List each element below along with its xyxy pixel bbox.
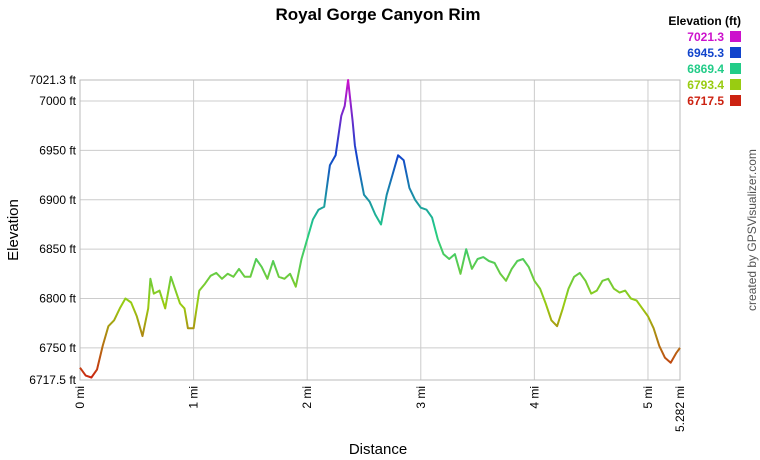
x-tick-label: 1 mi xyxy=(187,386,201,409)
y-tick-label: 6717.5 ft xyxy=(29,373,76,387)
y-tick-label: 7021.3 ft xyxy=(29,73,76,87)
legend-swatch xyxy=(730,79,741,90)
legend-title: Elevation (ft) xyxy=(668,14,741,28)
legend-value: 6945.3 xyxy=(687,46,724,60)
x-tick-label: 3 mi xyxy=(414,386,428,409)
legend-swatch xyxy=(730,31,741,42)
grid xyxy=(79,79,681,381)
x-tick-label: 5.282 mi xyxy=(673,386,687,432)
y-tick-label: 6900 ft xyxy=(39,193,76,207)
legend-entries: 7021.3 6945.3 6869.4 6793.4 6717.5 xyxy=(687,30,741,108)
legend-swatch xyxy=(730,47,741,58)
legend-value: 7021.3 xyxy=(687,30,724,44)
legend-value: 6869.4 xyxy=(687,62,724,76)
y-tick-label: 6950 ft xyxy=(39,143,76,157)
legend-value: 6717.5 xyxy=(687,94,724,108)
legend-swatch xyxy=(730,95,741,106)
plot-frame xyxy=(79,79,681,381)
y-tick-label: 7000 ft xyxy=(39,94,76,108)
y-axis-ticks: 6717.5 ft 6750 ft 6800 ft 6850 ft 6900 ft 695… xyxy=(29,73,76,387)
x-tick-label: 2 mi xyxy=(300,386,314,409)
credit-text: created by GPSVisualizer.com xyxy=(745,149,759,311)
y-tick-label: 6800 ft xyxy=(39,292,76,306)
chart-title: Royal Gorge Canyon Rim xyxy=(276,5,481,24)
legend: Elevation (ft) 7021.3 6945.3 6869.4 6793.4 6… xyxy=(668,14,741,108)
x-tick-label: 0 mi xyxy=(73,386,87,409)
x-tick-label: 5 mi xyxy=(641,386,655,409)
x-tick-label: 4 mi xyxy=(527,386,541,409)
y-tick-label: 6850 ft xyxy=(39,242,76,256)
elevation-profile-line xyxy=(79,79,681,379)
x-axis-ticks: 0 mi 1 mi 2 mi 3 mi 4 mi 5 mi 5.282 mi xyxy=(73,386,687,432)
legend-value: 6793.4 xyxy=(687,78,724,92)
x-axis-label: Distance xyxy=(349,441,407,458)
series-layer xyxy=(79,79,681,379)
y-tick-label: 6750 ft xyxy=(39,341,76,355)
y-axis-label: Elevation xyxy=(5,199,22,261)
legend-swatch xyxy=(730,63,741,74)
